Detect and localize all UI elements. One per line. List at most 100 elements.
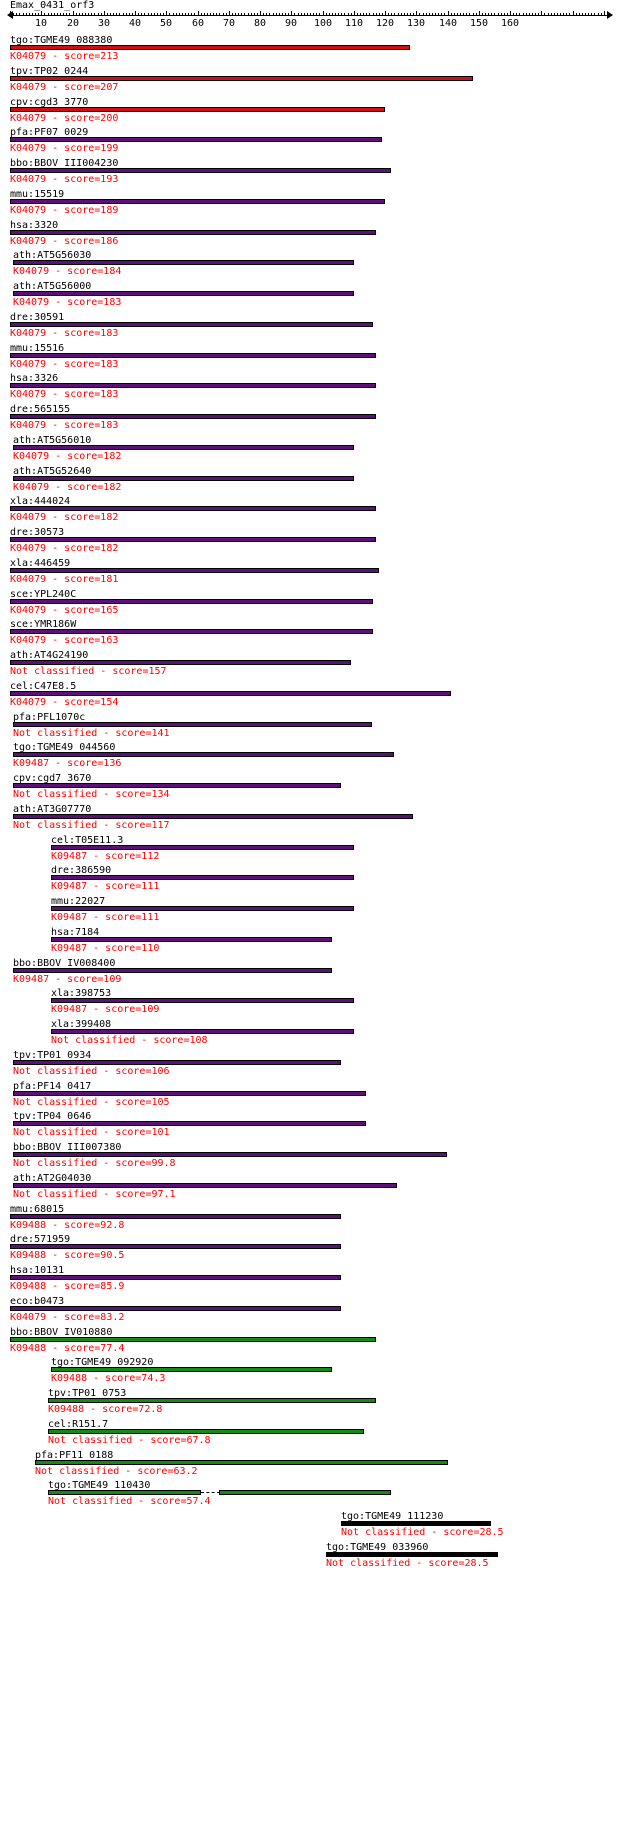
hit-score-link[interactable]: K04079 - score=183 bbox=[10, 359, 119, 370]
hit-bar[interactable] bbox=[10, 506, 376, 511]
hit-gene-link[interactable]: sce:YMR186W bbox=[10, 619, 77, 630]
hit-score-link[interactable]: Not classified - score=28.5 bbox=[341, 1527, 504, 1538]
hit-bar[interactable] bbox=[10, 168, 391, 173]
hit-bar[interactable] bbox=[219, 1490, 391, 1495]
hit-gene-link[interactable]: cel:T05E11.3 bbox=[51, 835, 124, 846]
hit-bar[interactable] bbox=[10, 199, 385, 204]
hit-score-link[interactable]: Not classified - score=101 bbox=[13, 1127, 170, 1138]
hit-bar[interactable] bbox=[13, 968, 332, 973]
hit-score-link[interactable]: K09488 - score=90.5 bbox=[10, 1250, 125, 1261]
hit-gene-link[interactable]: cpv:cgd7_3670 bbox=[13, 773, 92, 784]
hit-gene-link[interactable]: tpv:TP01_0934 bbox=[13, 1050, 92, 1061]
hit-bar[interactable] bbox=[51, 906, 354, 911]
hit-gene-link[interactable]: xla:398753 bbox=[51, 988, 112, 999]
hit-gene-link[interactable]: hsa:7184 bbox=[51, 927, 100, 938]
hit-bar[interactable] bbox=[10, 383, 376, 388]
hit-gene-link[interactable]: mmu:68015 bbox=[10, 1204, 65, 1215]
hit-gene-link[interactable]: tgo:TGME49_033960 bbox=[326, 1542, 429, 1553]
hit-score-link[interactable]: K04079 - score=193 bbox=[10, 174, 119, 185]
hit-gene-link[interactable]: cel:R151.7 bbox=[48, 1419, 109, 1430]
hit-score-link[interactable]: K04079 - score=189 bbox=[10, 205, 119, 216]
hit-bar[interactable] bbox=[51, 845, 354, 850]
hit-bar[interactable] bbox=[13, 814, 413, 819]
hit-gene-link[interactable]: ath:AT2G04030 bbox=[13, 1173, 92, 1184]
hit-gene-link[interactable]: dre:565155 bbox=[10, 404, 71, 415]
hit-score-link[interactable]: Not classified - score=67.8 bbox=[48, 1435, 211, 1446]
hit-score-link[interactable]: K09487 - score=109 bbox=[13, 974, 122, 985]
hit-gene-link[interactable]: sce:YPL240C bbox=[10, 589, 77, 600]
hit-gene-link[interactable]: ath:AT5G56030 bbox=[13, 250, 92, 261]
hit-gene-link[interactable]: pfa:PF14_0417 bbox=[13, 1081, 92, 1092]
hit-bar[interactable] bbox=[48, 1429, 364, 1434]
hit-bar[interactable] bbox=[13, 291, 354, 296]
hit-gene-link[interactable]: mmu:15519 bbox=[10, 189, 65, 200]
hit-score-link[interactable]: Not classified - score=134 bbox=[13, 789, 170, 800]
hit-score-link[interactable]: Not classified - score=63.2 bbox=[35, 1466, 198, 1477]
hit-score-link[interactable]: K04079 - score=181 bbox=[10, 574, 119, 585]
hit-score-link[interactable]: Not classified - score=117 bbox=[13, 820, 170, 831]
hit-bar[interactable] bbox=[10, 599, 373, 604]
hit-gene-link[interactable]: bbo:BBOV_III007380 bbox=[13, 1142, 122, 1153]
hit-bar[interactable] bbox=[13, 1060, 341, 1065]
hit-score-link[interactable]: K04079 - score=199 bbox=[10, 143, 119, 154]
hit-score-link[interactable]: Not classified - score=97.1 bbox=[13, 1189, 176, 1200]
hit-bar[interactable] bbox=[326, 1552, 498, 1557]
hit-score-link[interactable]: Not classified - score=105 bbox=[13, 1097, 170, 1108]
hit-gene-link[interactable]: bbo:BBOV_IV010880 bbox=[10, 1327, 113, 1338]
hit-gene-link[interactable]: dre:386590 bbox=[51, 865, 112, 876]
hit-score-link[interactable]: K09488 - score=77.4 bbox=[10, 1343, 125, 1354]
hit-gene-link[interactable]: dre:30573 bbox=[10, 527, 65, 538]
hit-score-link[interactable]: K04079 - score=165 bbox=[10, 605, 119, 616]
hit-gene-link[interactable]: dre:571959 bbox=[10, 1234, 71, 1245]
hit-gene-link[interactable]: tgo:TGME49_110430 bbox=[48, 1480, 151, 1491]
hit-bar[interactable] bbox=[10, 1337, 376, 1342]
hit-score-link[interactable]: K09487 - score=110 bbox=[51, 943, 160, 954]
hit-score-link[interactable]: Not classified - score=57.4 bbox=[48, 1496, 211, 1507]
hit-score-link[interactable]: K04079 - score=182 bbox=[10, 512, 119, 523]
hit-bar[interactable] bbox=[10, 1306, 341, 1311]
hit-gene-link[interactable]: tpv:TP01_0753 bbox=[48, 1388, 127, 1399]
hit-gene-link[interactable]: tgo:TGME49_092920 bbox=[51, 1357, 154, 1368]
hit-gene-link[interactable]: cel:C47E8.5 bbox=[10, 681, 77, 692]
hit-gene-link[interactable]: dre:30591 bbox=[10, 312, 65, 323]
hit-score-link[interactable]: Not classified - score=106 bbox=[13, 1066, 170, 1077]
hit-bar[interactable] bbox=[13, 445, 354, 450]
hit-score-link[interactable]: K04079 - score=182 bbox=[10, 543, 119, 554]
hit-bar[interactable] bbox=[10, 353, 376, 358]
hit-bar[interactable] bbox=[10, 76, 473, 81]
hit-score-link[interactable]: Not classified - score=141 bbox=[13, 728, 170, 739]
hit-score-link[interactable]: K04079 - score=200 bbox=[10, 113, 119, 124]
hit-bar[interactable] bbox=[13, 1152, 447, 1157]
hit-score-link[interactable]: K09488 - score=92.8 bbox=[10, 1220, 125, 1231]
hit-bar[interactable] bbox=[51, 1367, 332, 1372]
hit-bar[interactable] bbox=[13, 476, 354, 481]
hit-bar[interactable] bbox=[13, 260, 354, 265]
hit-score-link[interactable]: K09487 - score=112 bbox=[51, 851, 160, 862]
hit-score-link[interactable]: K09487 - score=111 bbox=[51, 912, 160, 923]
hit-bar[interactable] bbox=[13, 1183, 397, 1188]
hit-gene-link[interactable]: pfa:PF11_0188 bbox=[35, 1450, 114, 1461]
hit-bar[interactable] bbox=[35, 1460, 448, 1465]
hit-bar[interactable] bbox=[10, 629, 373, 634]
hit-score-link[interactable]: Not classified - score=108 bbox=[51, 1035, 208, 1046]
hit-bar[interactable] bbox=[48, 1490, 201, 1495]
hit-score-link[interactable]: K09488 - score=85.9 bbox=[10, 1281, 125, 1292]
hit-score-link[interactable]: K09487 - score=111 bbox=[51, 881, 160, 892]
hit-score-link[interactable]: K04079 - score=213 bbox=[10, 51, 119, 62]
hit-score-link[interactable]: K04079 - score=83.2 bbox=[10, 1312, 125, 1323]
hit-bar[interactable] bbox=[341, 1521, 491, 1526]
hit-gene-link[interactable]: eco:b0473 bbox=[10, 1296, 65, 1307]
hit-score-link[interactable]: Not classified - score=28.5 bbox=[326, 1558, 489, 1569]
hit-bar[interactable] bbox=[13, 722, 372, 727]
hit-gene-link[interactable]: tgo:TGME49_044560 bbox=[13, 742, 116, 753]
hit-score-link[interactable]: K04079 - score=183 bbox=[10, 420, 119, 431]
hit-gene-link[interactable]: tgo:TGME49_111230 bbox=[341, 1511, 444, 1522]
hit-gene-link[interactable]: pfa:PFL1070c bbox=[13, 712, 86, 723]
hit-score-link[interactable]: K09488 - score=72.8 bbox=[48, 1404, 163, 1415]
hit-bar[interactable] bbox=[10, 568, 379, 573]
hit-bar[interactable] bbox=[13, 1121, 366, 1126]
hit-bar[interactable] bbox=[10, 230, 376, 235]
hit-bar[interactable] bbox=[10, 137, 382, 142]
hit-gene-link[interactable]: bbo:BBOV_IV008400 bbox=[13, 958, 116, 969]
hit-gene-link[interactable]: tpv:TP04_0646 bbox=[13, 1111, 92, 1122]
